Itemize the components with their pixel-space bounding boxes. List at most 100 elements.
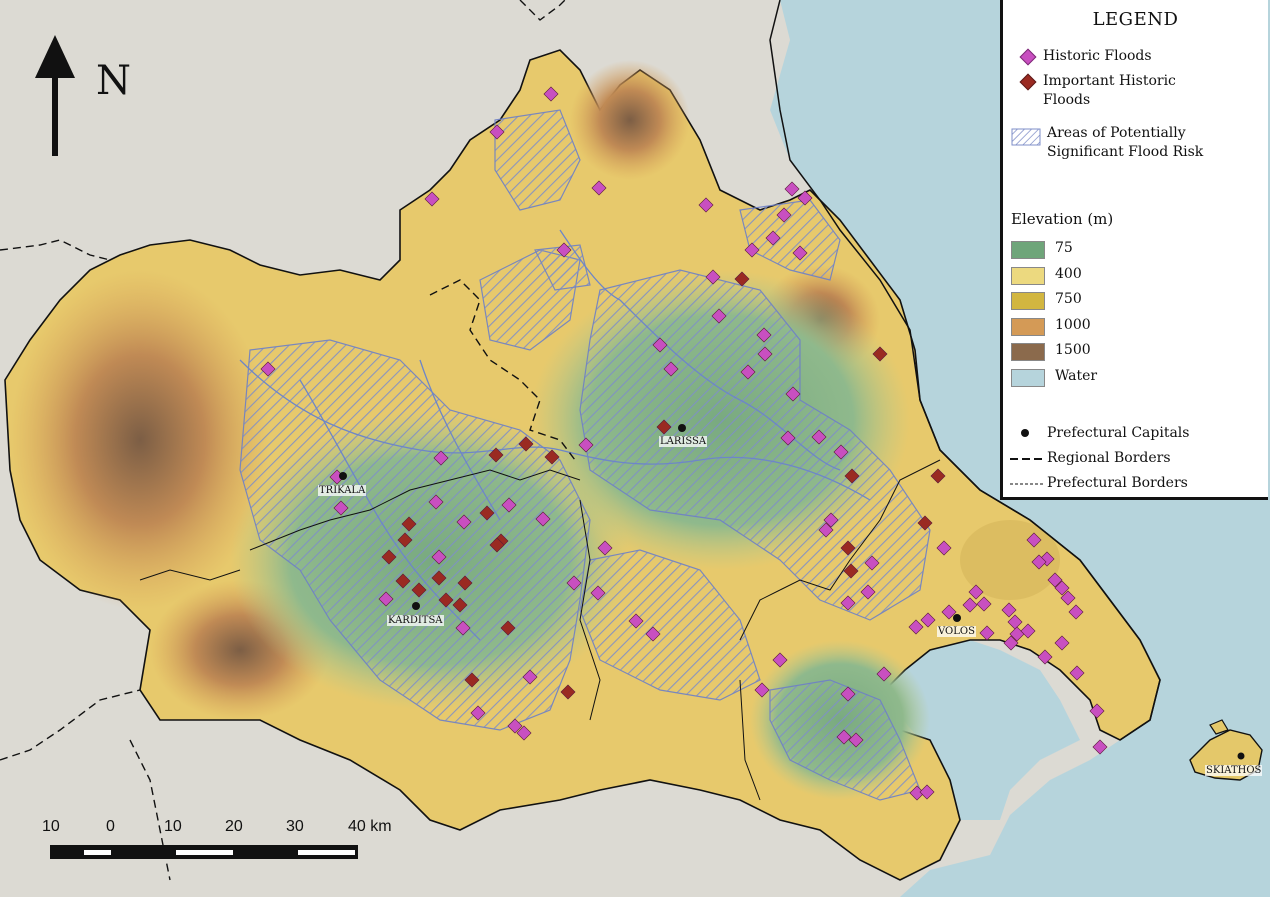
trikala-dot <box>339 472 347 480</box>
legend-prefectural-capitals: Prefectural Capitals <box>1047 425 1190 441</box>
city-label-skiathos: SKIATHOS <box>1205 765 1263 776</box>
scale-bar <box>50 845 358 859</box>
rivers <box>239 229 871 641</box>
prefectural-capitals <box>339 424 1245 760</box>
historic-flood-marker <box>1089 703 1105 719</box>
historic-flood-symbol <box>1019 48 1037 66</box>
important-flood-marker <box>560 684 576 700</box>
legend-historic-floods: Historic Floods <box>1043 48 1152 64</box>
volos-dot <box>953 614 961 622</box>
historic-flood-marker <box>522 669 538 685</box>
legend-important-floods-2: Floods <box>1043 92 1091 108</box>
olympus-massif <box>570 60 690 180</box>
important-flood-marker <box>411 582 427 598</box>
flood-markers <box>260 86 1108 801</box>
karditsa-dot <box>412 602 420 610</box>
scale-label-10-left: 10 <box>42 818 60 835</box>
elevation-swatch <box>1011 292 1045 310</box>
historic-flood-marker <box>455 620 471 636</box>
historic-flood-marker <box>920 612 936 628</box>
important-flood-marker <box>457 575 473 591</box>
historic-flood-marker <box>705 269 721 285</box>
important-flood-marker <box>395 573 411 589</box>
important-flood-marker <box>401 516 417 532</box>
legend-flood-risk-1: Areas of Potentially <box>1047 125 1186 141</box>
historic-flood-marker <box>941 604 957 620</box>
elevation-label: 1500 <box>1055 342 1091 358</box>
historic-flood-marker <box>1060 590 1076 606</box>
city-label-karditsa: KARDITSA <box>387 615 444 626</box>
pindus-mountains <box>10 270 270 610</box>
important-flood-marker <box>843 563 859 579</box>
historic-flood-marker <box>976 596 992 612</box>
historic-flood-marker <box>968 584 984 600</box>
historic-flood-marker <box>876 666 892 682</box>
important-flood-marker <box>844 468 860 484</box>
historic-flood-marker <box>1037 649 1053 665</box>
historic-flood-marker <box>1069 665 1085 681</box>
elevation-swatch <box>1011 368 1045 387</box>
historic-flood-marker <box>1092 739 1108 755</box>
historic-flood-marker <box>797 190 813 206</box>
elevation-swatch <box>1011 317 1045 336</box>
historic-flood-marker <box>744 242 760 258</box>
important-flood-marker <box>734 271 750 287</box>
important-flood-marker <box>397 532 413 548</box>
city-label-volos: VOLOS <box>937 626 976 637</box>
north-arrow <box>35 35 75 156</box>
historic-flood-marker <box>470 705 486 721</box>
historic-flood-marker <box>823 512 839 528</box>
legend-prefectural-borders: Prefectural Borders <box>1047 475 1188 491</box>
map-legend: LEGEND Historic Floods Important Histori… <box>1000 0 1268 500</box>
historic-flood-marker <box>1001 602 1017 618</box>
historic-flood-marker <box>590 585 606 601</box>
historic-flood-marker <box>836 729 852 745</box>
important-flood-symbol <box>1019 73 1037 91</box>
historic-flood-marker <box>591 180 607 196</box>
historic-flood-marker <box>792 245 808 261</box>
historic-flood-marker <box>333 500 349 516</box>
important-flood-marker <box>544 449 560 465</box>
historic-flood-marker <box>962 597 978 613</box>
skiathos-dot <box>1237 752 1245 760</box>
historic-flood-marker <box>1020 623 1036 639</box>
historic-flood-marker <box>711 308 727 324</box>
historic-flood-marker <box>1054 635 1070 651</box>
historic-flood-marker <box>776 207 792 223</box>
elevation-label: 1000 <box>1055 316 1091 333</box>
historic-flood-marker <box>1007 614 1023 630</box>
scale-label-20: 20 <box>225 818 243 835</box>
historic-flood-marker <box>556 242 572 258</box>
scale-label-30: 30 <box>286 818 304 835</box>
larissa-dot <box>678 424 686 432</box>
legend-title: LEGEND <box>1092 9 1179 30</box>
historic-flood-marker <box>698 197 714 213</box>
historic-flood-marker <box>489 124 505 140</box>
historic-flood-marker <box>1026 532 1042 548</box>
historic-flood-marker <box>765 230 781 246</box>
scale-label-40km: 40 km <box>348 818 392 835</box>
historic-flood-marker <box>663 361 679 377</box>
important-flood-marker <box>872 346 888 362</box>
capital-symbol <box>1021 429 1029 437</box>
elevation-swatch <box>1011 266 1045 285</box>
historic-flood-marker <box>566 575 582 591</box>
historic-flood-marker <box>1047 572 1063 588</box>
historic-flood-marker <box>936 540 952 556</box>
historic-flood-marker <box>840 686 856 702</box>
flood-risk-hatch-symbol <box>1011 128 1041 146</box>
historic-flood-marker <box>424 191 440 207</box>
legend-important-floods-1: Important Historic <box>1043 73 1176 89</box>
historic-flood-marker <box>864 555 880 571</box>
elevation-label: 750 <box>1055 291 1082 307</box>
historic-flood-marker <box>979 625 995 641</box>
prefectural-borders <box>139 459 941 801</box>
historic-flood-marker <box>260 361 276 377</box>
north-label: N <box>96 58 131 104</box>
regional-border-symbol <box>1010 458 1044 460</box>
scale-label-0: 0 <box>106 818 115 835</box>
historic-flood-marker <box>909 785 925 801</box>
historic-flood-marker <box>597 540 613 556</box>
important-flood-marker <box>381 549 397 565</box>
historic-flood-marker <box>1009 626 1025 642</box>
